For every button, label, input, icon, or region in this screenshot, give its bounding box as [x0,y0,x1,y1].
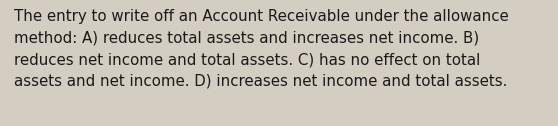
Text: The entry to write off an Account Receivable under the allowance
method: A) redu: The entry to write off an Account Receiv… [14,9,509,89]
